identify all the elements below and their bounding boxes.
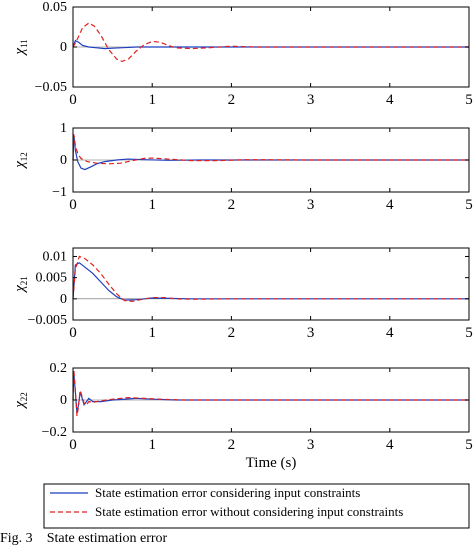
x-axis-label: Time (s) (246, 455, 297, 471)
x-tick-label: 5 (465, 197, 473, 213)
x-tick-label: 4 (386, 325, 394, 341)
x-tick-label: 4 (386, 92, 394, 108)
series-constrained-line (72, 372, 469, 413)
legend: State estimation error considering input… (43, 483, 470, 529)
figure-caption: Fig. 3 State estimation error (0, 531, 167, 547)
y-tick-label: −0.2 (42, 425, 67, 440)
x-tick-label: 5 (465, 437, 473, 453)
x-tick-label: 2 (228, 325, 236, 341)
x-tick-label: 1 (148, 325, 156, 341)
x-tick-label: 2 (228, 197, 236, 213)
y-tick-label: 0 (60, 40, 67, 55)
x-tick-label: 3 (307, 197, 315, 213)
y-tick-label: 0 (60, 292, 67, 307)
legend-label-solid: State estimation error considering input… (95, 485, 360, 500)
y-tick-label: 1 (60, 121, 67, 136)
series-unconstrained-line (72, 369, 469, 417)
series-unconstrained-line (72, 22, 469, 63)
caption-text: State estimation error (46, 531, 168, 546)
y-tick-label: 0 (60, 393, 67, 408)
y-axis-label: χ21 (12, 276, 29, 294)
x-tick-label: 1 (148, 437, 156, 453)
x-tick-label: 5 (465, 92, 473, 108)
x-tick-label: 4 (386, 437, 394, 453)
plot-frame (72, 247, 470, 321)
x-tick-label: 0 (69, 197, 77, 213)
x-tick-label: 1 (148, 197, 156, 213)
y-tick-label: −0.005 (28, 313, 67, 328)
y-axis-label: χ11 (12, 39, 29, 56)
y-tick-label: −1 (52, 185, 67, 200)
x-tick-label: 4 (386, 197, 394, 213)
y-axis-label: χ12 (12, 152, 29, 170)
legend-label-dashed: State estimation error without consideri… (95, 504, 403, 519)
x-tick-label: 0 (69, 325, 77, 341)
x-tick-label: 1 (148, 92, 156, 108)
caption-label: Fig. 3 (0, 531, 33, 546)
x-tick-label: 3 (307, 92, 315, 108)
y-tick-label: 0.005 (36, 271, 68, 286)
y-tick-label: 0.2 (50, 361, 68, 376)
x-tick-label: 2 (228, 437, 236, 453)
y-axis-label: χ22 (12, 392, 29, 410)
series-unconstrained-line (72, 134, 469, 165)
series-unconstrained-line (72, 255, 469, 302)
x-tick-label: 3 (307, 325, 315, 341)
y-tick-label: 0.01 (43, 249, 68, 264)
series-constrained-line (72, 134, 469, 171)
x-tick-label: 3 (307, 437, 315, 453)
y-tick-label: 0 (60, 153, 67, 168)
x-tick-label: 5 (465, 325, 473, 341)
series-constrained-line (72, 262, 469, 301)
y-tick-label: 0.05 (43, 0, 68, 15)
x-tick-label: 0 (69, 437, 77, 453)
x-tick-label: 2 (228, 92, 236, 108)
x-tick-label: 0 (69, 92, 77, 108)
y-tick-label: −0.05 (35, 80, 67, 95)
